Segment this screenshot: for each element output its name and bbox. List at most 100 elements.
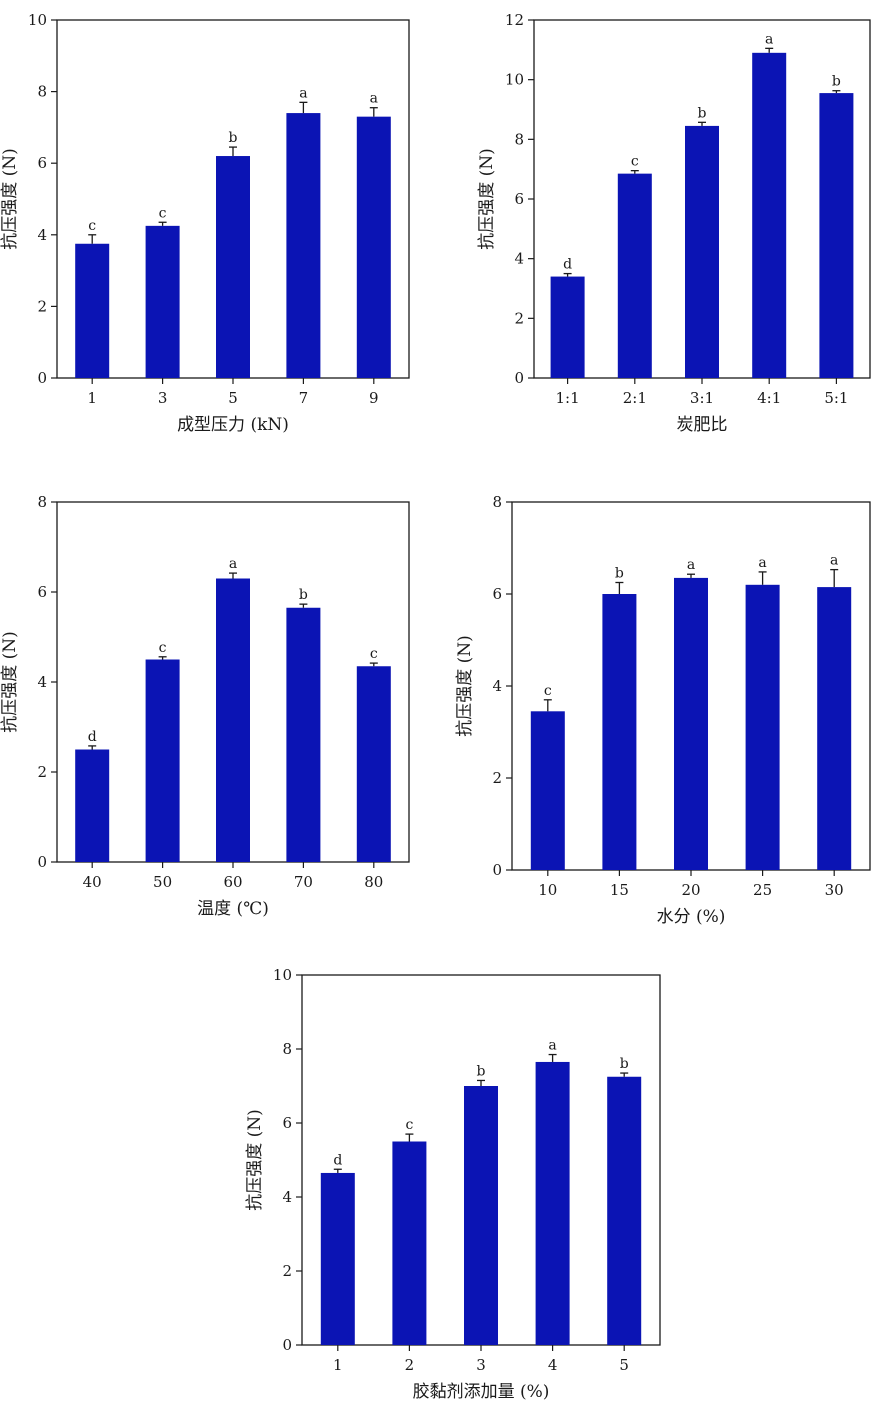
significance-letter: a: [758, 555, 766, 571]
bar: [617, 173, 652, 378]
x-tick-label: 1: [87, 389, 97, 407]
significance-letter: b: [299, 587, 308, 603]
significance-letter: c: [631, 154, 639, 170]
y-tick-label: 12: [505, 11, 524, 29]
x-axis-label: 温度 (℃): [197, 899, 269, 919]
significance-letter: d: [88, 729, 97, 745]
y-axis-label: 抗压强度 (N): [455, 635, 475, 737]
x-tick-label: 5:1: [824, 389, 848, 407]
x-axis-label: 胶黏剂添加量 (%): [413, 1382, 550, 1402]
y-tick-label: 4: [37, 673, 47, 691]
y-axis-label: 抗压强度 (N): [245, 1109, 265, 1211]
chart-panel-2: 0 2 4 6 8 10 12 d 1:1 c 2:1 b 3:1 a 4:1 b 5:1 炭肥比 抗压强度 (N): [477, 11, 871, 435]
x-tick-label: 3: [158, 389, 168, 407]
y-tick-label: 4: [282, 1188, 292, 1206]
bar: [674, 577, 708, 870]
bar: [145, 659, 180, 862]
y-tick-label: 2: [37, 763, 47, 781]
y-tick-label: 6: [492, 585, 502, 603]
y-tick-label: 6: [514, 190, 524, 208]
y-tick-label: 8: [37, 83, 47, 101]
significance-letter: b: [620, 1056, 629, 1072]
significance-letter: b: [229, 130, 238, 146]
significance-letter: c: [159, 205, 167, 221]
y-tick-label: 10: [505, 71, 524, 89]
x-axis-label: 炭肥比: [677, 415, 728, 435]
significance-letter: a: [765, 31, 773, 47]
bar: [535, 1061, 570, 1345]
significance-letter: c: [405, 1117, 413, 1133]
y-tick-label: 2: [282, 1262, 292, 1280]
y-tick-label: 0: [282, 1336, 292, 1354]
significance-letter: a: [370, 91, 378, 107]
x-tick-label: 2: [405, 1356, 415, 1374]
bar: [602, 594, 637, 870]
bar: [356, 666, 391, 862]
significance-letter: a: [687, 557, 695, 573]
x-axis-label: 水分 (%): [657, 907, 726, 927]
bar: [392, 1141, 427, 1345]
bar: [356, 116, 391, 378]
y-tick-label: 6: [282, 1114, 292, 1132]
x-tick-label: 5: [228, 389, 238, 407]
bar: [464, 1086, 498, 1345]
x-tick-label: 70: [294, 873, 313, 891]
bar: [685, 125, 719, 379]
bar: [530, 711, 565, 870]
y-tick-label: 6: [37, 154, 47, 172]
bar: [286, 113, 321, 378]
y-tick-label: 0: [492, 861, 502, 879]
y-tick-label: 0: [37, 369, 47, 387]
significance-letter: c: [88, 218, 96, 234]
significance-letter: b: [615, 566, 624, 582]
x-tick-label: 1: [333, 1356, 343, 1374]
significance-letter: b: [477, 1063, 486, 1079]
y-tick-label: 8: [282, 1040, 292, 1058]
bar: [752, 52, 787, 379]
significance-letter: b: [832, 74, 841, 90]
x-tick-label: 5: [619, 1356, 629, 1374]
bar: [145, 225, 180, 378]
bar: [75, 749, 110, 862]
y-tick-label: 4: [492, 677, 502, 695]
y-tick-label: 10: [273, 966, 292, 984]
x-tick-label: 20: [681, 881, 700, 899]
chart-panel-4: 0 2 4 6 8 c 10 b 15 a 20 a 25 a 30 水分 (%) 抗压强度 (N): [455, 493, 871, 927]
y-tick-label: 4: [37, 226, 47, 244]
significance-letter: a: [830, 553, 838, 569]
y-tick-label: 2: [492, 769, 502, 787]
y-tick-label: 0: [514, 369, 524, 387]
bar: [745, 584, 780, 870]
x-axis-label: 成型压力 (kN): [177, 415, 289, 435]
x-tick-label: 60: [223, 873, 242, 891]
chart-panel-1: 0 2 4 6 8 10 c 1 c 3 b 5 a 7 a 9 成型压力 (kN) 抗压强度 (N): [0, 11, 410, 435]
y-tick-label: 2: [514, 309, 524, 327]
x-tick-label: 80: [364, 873, 383, 891]
bar: [819, 93, 854, 378]
significance-letter: a: [548, 1038, 556, 1054]
significance-letter: c: [370, 646, 378, 662]
significance-letter: b: [698, 105, 707, 121]
x-tick-label: 3: [476, 1356, 486, 1374]
x-tick-label: 50: [153, 873, 172, 891]
significance-letter: a: [229, 556, 237, 572]
chart-panel-5: 0 2 4 6 8 10 d 1 c 2 b 3 a 4 b 5 胶黏剂添加量 (%) 抗压强度 (N): [245, 966, 661, 1402]
y-tick-label: 10: [28, 11, 47, 29]
x-tick-label: 3:1: [690, 389, 714, 407]
significance-letter: d: [563, 257, 572, 273]
significance-letter: c: [544, 683, 552, 699]
significance-letter: d: [333, 1152, 342, 1168]
x-tick-label: 25: [753, 881, 772, 899]
bar: [607, 1076, 642, 1345]
x-tick-label: 1:1: [556, 389, 580, 407]
x-tick-label: 30: [825, 881, 844, 899]
x-tick-label: 7: [299, 389, 309, 407]
x-tick-label: 40: [83, 873, 102, 891]
bar: [320, 1172, 355, 1345]
bar: [75, 243, 110, 378]
x-tick-label: 10: [538, 881, 557, 899]
y-tick-label: 4: [514, 250, 524, 268]
x-tick-label: 2:1: [623, 389, 647, 407]
bar: [286, 607, 321, 862]
